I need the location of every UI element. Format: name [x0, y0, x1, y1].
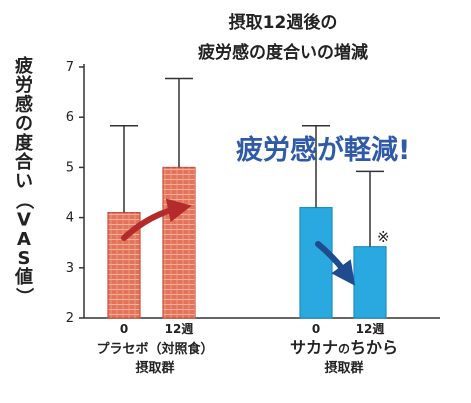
y-axis-label-char: ）	[13, 287, 34, 305]
placebo-increase-arrow	[121, 198, 192, 241]
y-ticks: 2 3 4 5 6 7	[66, 60, 84, 326]
y-axis-label-char: A	[17, 229, 31, 250]
y-axis-label-char: （	[13, 191, 34, 209]
chart-title-line-2: 疲労感の度合いの増減	[198, 42, 368, 63]
y-axis-label-char: 度	[15, 132, 34, 154]
sakana-decrease-arrow	[315, 241, 356, 286]
group-label-placebo: プラセボ（対照食）	[96, 341, 213, 357]
y-tick-label-3: 3	[66, 261, 74, 276]
group-sublabel-sakana: 摂取群	[324, 360, 363, 376]
category-label-g1-0: 0	[312, 322, 320, 336]
y-tick-label-5: 5	[66, 160, 74, 175]
y-axis-label-char: の	[15, 114, 33, 135]
y-axis-label-char: 疲	[15, 55, 33, 77]
category-labels: 0 12週 0 12週	[120, 321, 385, 336]
bars	[107, 166, 387, 319]
y-axis-label-char: い	[15, 171, 33, 192]
bar-texture-g0-1	[163, 167, 195, 318]
group-label-sakana-part1: サカナ	[290, 338, 338, 357]
category-label-g1-1: 12週	[356, 321, 385, 336]
chart-title-line-1: 摂取12週後の	[229, 12, 338, 33]
category-label-g0-1: 12週	[165, 321, 194, 336]
category-label-g0-0: 0	[120, 322, 128, 336]
group-label-sakana: サカナのちから	[290, 338, 398, 357]
y-axis-label-char: 感	[15, 93, 33, 115]
y-axis-label-char: V	[17, 210, 31, 231]
group-sublabel-placebo: 摂取群	[135, 360, 174, 376]
y-tick-label-4: 4	[66, 211, 74, 226]
group-label-sakana-part2: の	[338, 342, 350, 356]
y-axis-label-char: 合	[15, 151, 34, 173]
significance-mark: ※	[377, 228, 390, 246]
y-tick-label-7: 7	[66, 60, 74, 75]
callout-fatigue-reduced: 疲労感が軽減!	[236, 134, 410, 166]
bar-g1-0	[299, 206, 333, 319]
y-axis-label-char: S	[18, 248, 31, 269]
y-tick-label-6: 6	[66, 110, 74, 125]
y-axis-label-char: 労	[15, 74, 33, 96]
y-axis-label-char: 値	[14, 266, 33, 288]
group-label-sakana-part3: ちから	[350, 338, 398, 357]
y-tick-label-2: 2	[66, 311, 74, 326]
error-bars	[110, 77, 384, 247]
bar-g1-1	[353, 246, 387, 319]
